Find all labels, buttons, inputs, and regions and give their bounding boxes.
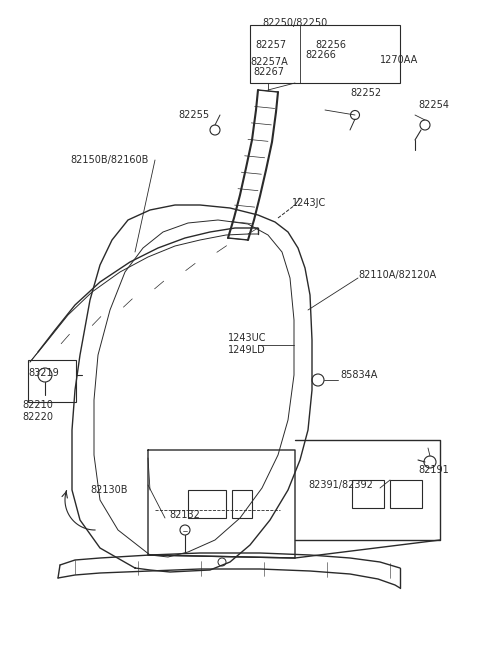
Text: 82220: 82220: [22, 412, 53, 422]
Text: 1249LD: 1249LD: [228, 345, 266, 355]
Text: 82267: 82267: [253, 67, 284, 77]
Text: 1243JC: 1243JC: [292, 198, 326, 208]
Text: 82257A: 82257A: [250, 57, 288, 67]
Text: 82255: 82255: [178, 110, 209, 120]
Text: 82266: 82266: [305, 50, 336, 60]
Text: 82191: 82191: [418, 465, 449, 475]
Text: 82257: 82257: [255, 40, 286, 50]
Text: 82132: 82132: [169, 510, 201, 520]
Text: 83219: 83219: [28, 368, 59, 378]
Bar: [250, 25, 400, 83]
Bar: [28, 360, 76, 402]
Bar: [390, 480, 422, 508]
Text: 82110A/82120A: 82110A/82120A: [358, 270, 436, 280]
Text: 82254: 82254: [418, 100, 449, 110]
Bar: [352, 480, 384, 508]
Text: 82391/82392: 82391/82392: [308, 480, 373, 490]
Text: 82130B: 82130B: [90, 485, 128, 495]
Bar: [232, 490, 252, 518]
Text: 82250/82250: 82250/82250: [263, 18, 328, 28]
Text: 1270AA: 1270AA: [380, 55, 418, 65]
Text: 85834A: 85834A: [340, 370, 377, 380]
Text: 82252: 82252: [350, 88, 381, 98]
Text: 1243UC: 1243UC: [228, 333, 266, 343]
Text: 82210: 82210: [22, 400, 53, 410]
Bar: [188, 490, 226, 518]
Text: 82256: 82256: [315, 40, 346, 50]
Text: 82150B/82160B: 82150B/82160B: [70, 155, 148, 165]
